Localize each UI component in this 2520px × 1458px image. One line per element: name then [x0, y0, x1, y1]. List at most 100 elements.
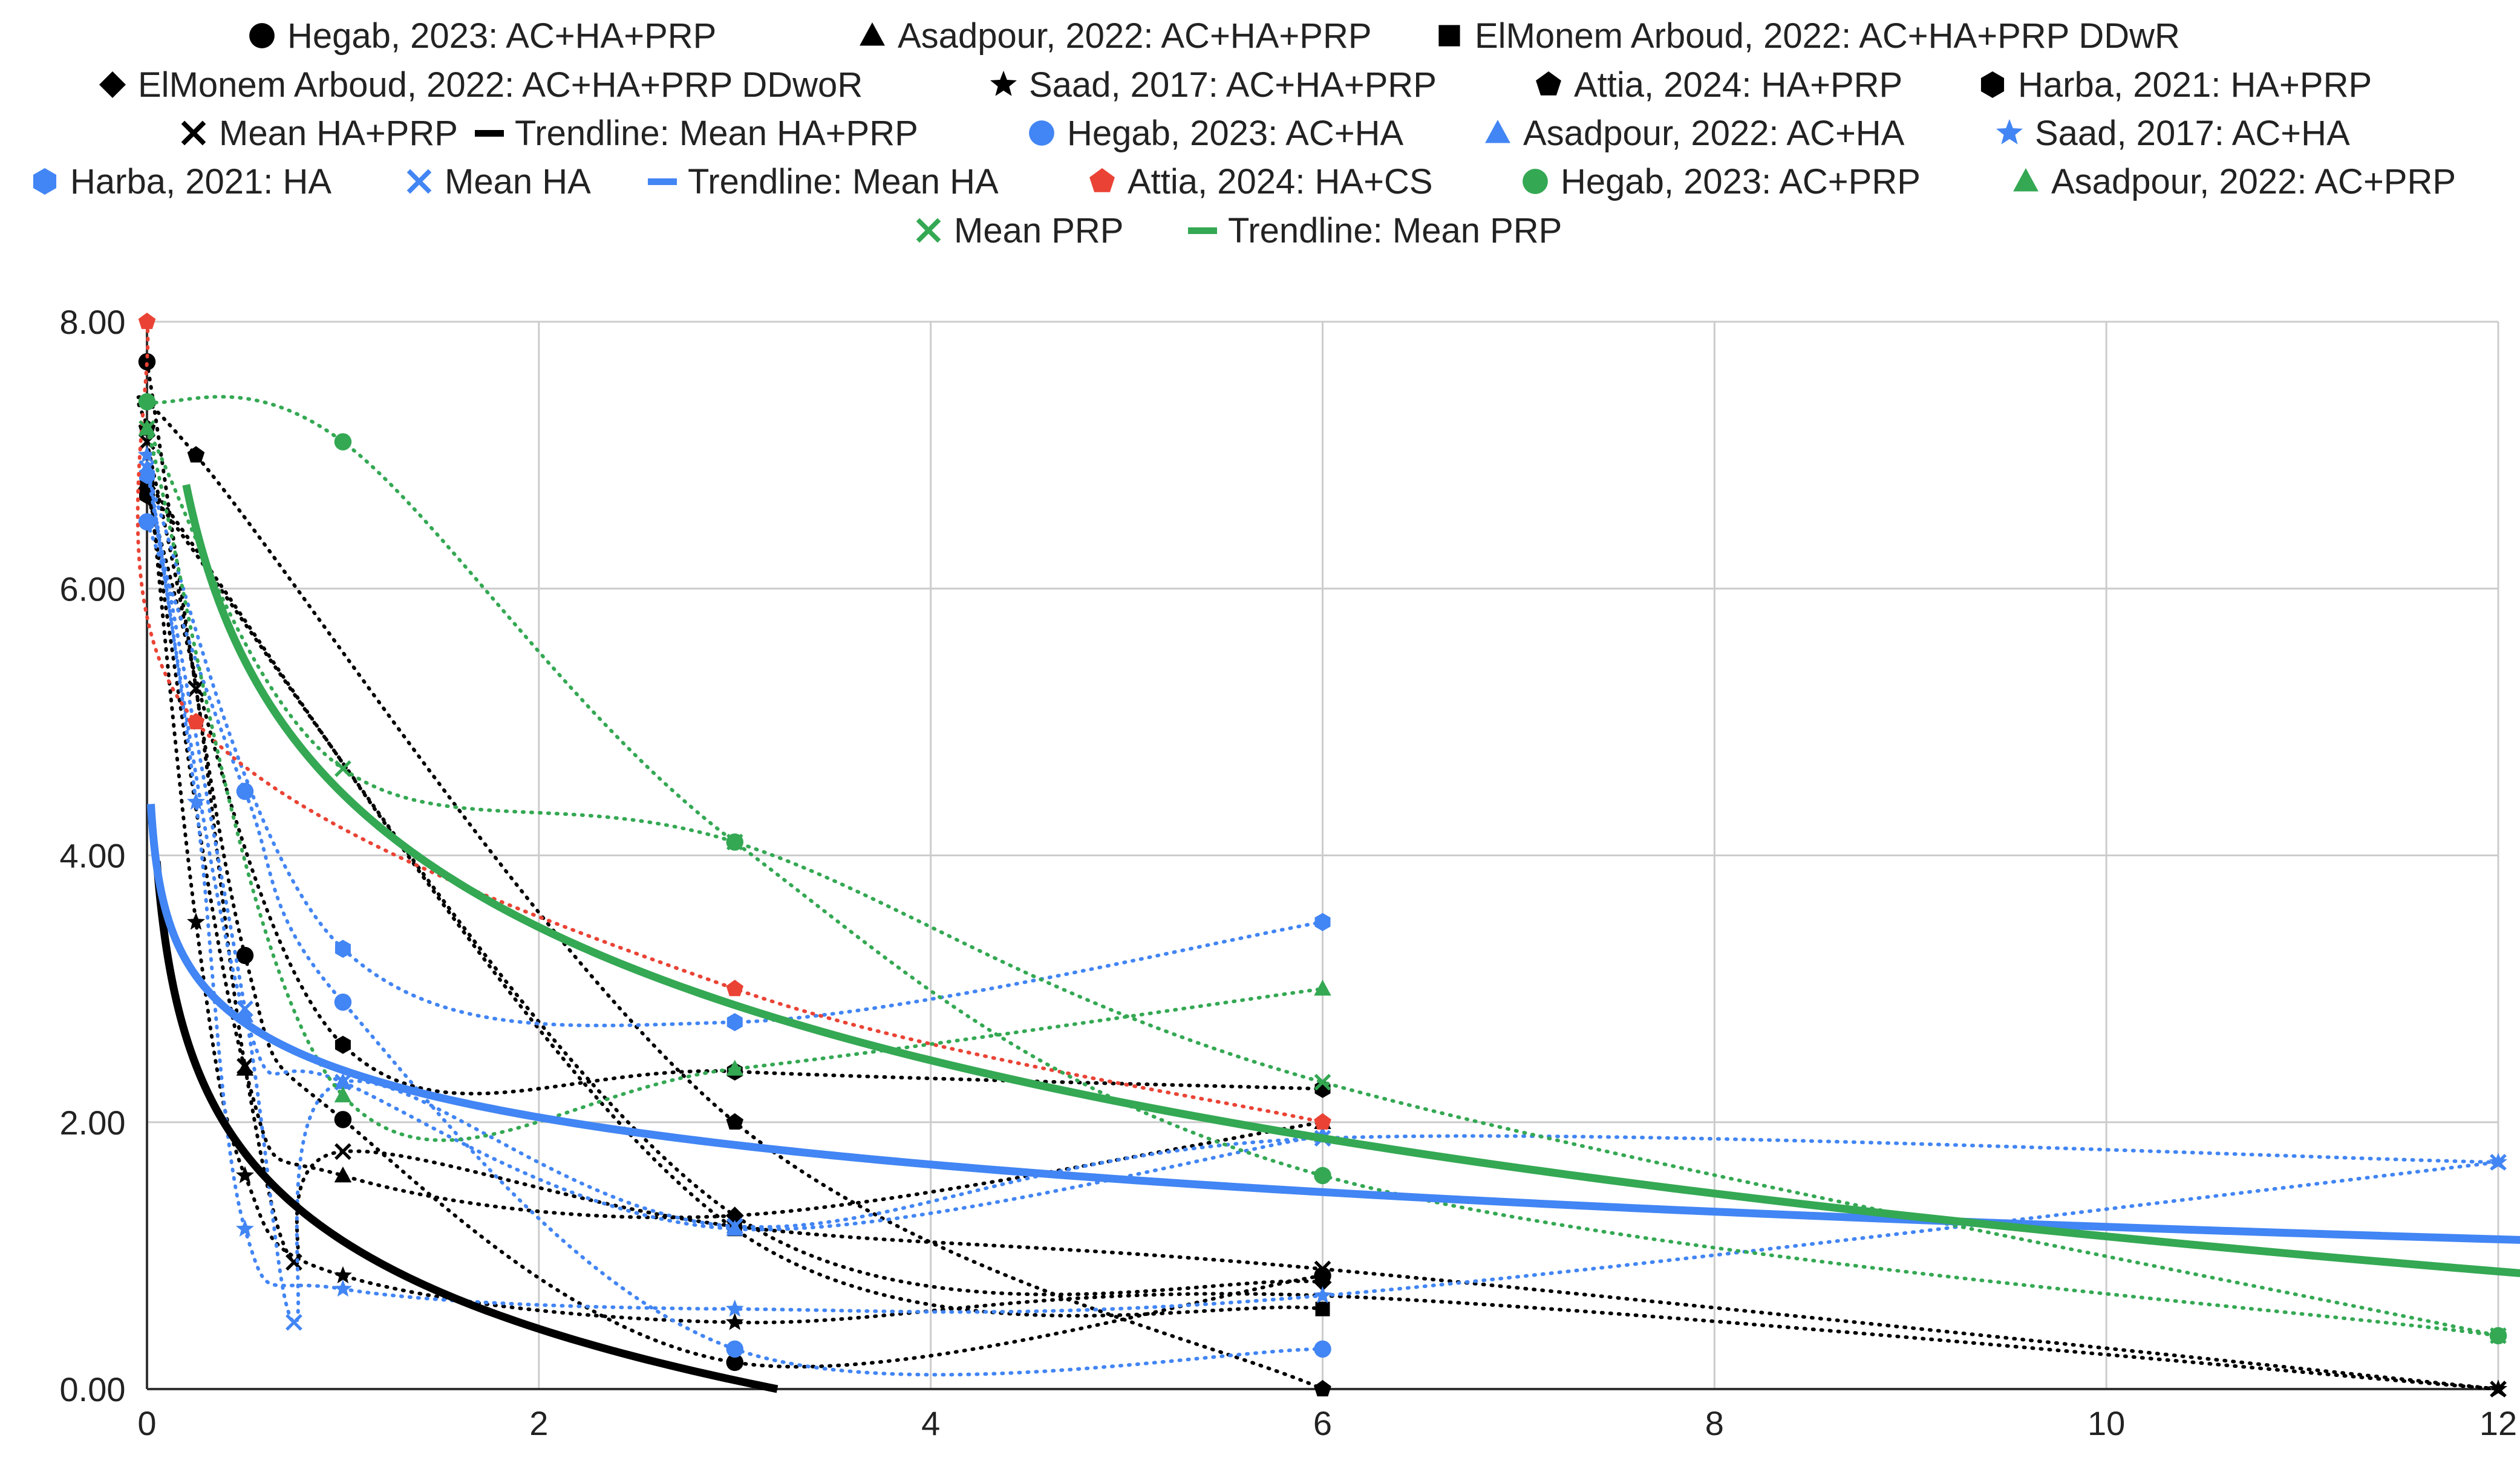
data-point: [726, 1217, 743, 1235]
series-line: [145, 395, 2500, 1338]
data-point: [1313, 1273, 1332, 1292]
data-point: [334, 433, 352, 451]
legend-marker: [860, 22, 885, 46]
legend-item-attia-2024-ha-cs[interactable]: Attia, 2024: HA+CS: [1089, 162, 1433, 201]
legend-label: Mean HA: [445, 162, 591, 201]
legend-label: Harba, 2021: HA: [70, 162, 331, 201]
series-mean-prp: [139, 420, 2507, 1344]
legend-item-asadpour-2022-ac-ha[interactable]: Asadpour, 2022: AC+HA: [1485, 114, 1905, 153]
data-point: [188, 680, 204, 697]
data-point: [187, 792, 205, 810]
data-point: [139, 460, 155, 477]
legend-marker: [2013, 168, 2039, 192]
data-point: [2490, 1154, 2507, 1171]
data-point: [333, 1279, 352, 1297]
series-elmonem-arboud-2022-ac-ha-prp-ddwr: [140, 474, 1330, 1318]
legend-item-saad-2017-ac-ha-prp[interactable]: Saad, 2017: AC+HA+PRP: [990, 65, 1437, 105]
legend-label: Hegab, 2023: AC+HA: [1067, 114, 1404, 153]
series-trendline-mean-prp: [182, 483, 2520, 1277]
x-tick-label: 2: [529, 1404, 548, 1442]
trendline: [146, 801, 2520, 1244]
legend-marker: [1536, 71, 1561, 96]
legend-item-attia-2024-ha-prp[interactable]: Attia, 2024: HA+PRP: [1536, 65, 1902, 105]
y-tick-label: 2.00: [60, 1104, 126, 1142]
data-point: [726, 1059, 743, 1076]
legend-label: Asadpour, 2022: AC+PRP: [2051, 162, 2456, 201]
legend-item-trendline-mean-prp[interactable]: Trendline: Mean PRP: [1188, 211, 1562, 250]
data-point: [187, 913, 205, 930]
legend-marker: [1029, 120, 1054, 146]
legend-item-trendline-mean-ha-prp[interactable]: Trendline: Mean HA+PRP: [475, 114, 918, 153]
data-point: [726, 1013, 743, 1032]
legend-label: Harba, 2021: HA+PRP: [2018, 65, 2372, 105]
legend-label: Hegab, 2023: AC+PRP: [1561, 162, 1921, 201]
data-point: [726, 1353, 743, 1372]
legend-item-harba-2021-ha[interactable]: Harba, 2021: HA: [33, 162, 331, 201]
legend-item-asadpour-2022-ac-ha-prp[interactable]: Asadpour, 2022: AC+HA+PRP: [860, 16, 1372, 56]
data-point: [187, 446, 205, 463]
series-elmonem-arboud-2022-ac-ha-prp-ddwor: [138, 479, 1332, 1297]
x-tick-label: 12: [2479, 1404, 2517, 1442]
legend-item-trendline-mean-ha[interactable]: Trendline: Mean HA: [648, 162, 999, 201]
data-point: [1314, 1340, 1331, 1358]
series-line: [145, 426, 1325, 1142]
data-point: [138, 445, 156, 463]
y-tick-label: 6.00: [60, 570, 126, 608]
x-tick-label: 4: [921, 1404, 940, 1442]
legend-item-elmonem-arboud-2022-ac-ha-prp-ddwor[interactable]: ElMonem Arboud, 2022: AC+HA+PRP DDwoR: [99, 65, 863, 105]
data-point: [725, 1299, 744, 1317]
data-point: [235, 1219, 254, 1237]
legend-item-mean-ha-prp[interactable]: Mean HA+PRP: [181, 114, 458, 153]
legend-item-harba-2021-ha-prp[interactable]: Harba, 2021: HA+PRP: [1980, 65, 2372, 105]
data-point: [335, 1035, 351, 1054]
legend-marker: [99, 71, 126, 98]
legend-item-elmonem-arboud-2022-ac-ha-prp-ddwr[interactable]: ElMonem Arboud, 2022: AC+HA+PRP DDwR: [1438, 16, 2180, 56]
data-point: [1314, 1380, 1331, 1397]
series-line: [145, 486, 1325, 1297]
data-point: [237, 1000, 253, 1018]
y-tick-label: 0.00: [60, 1370, 126, 1408]
chart-plot-area: [135, 313, 2520, 1398]
data-point: [1314, 980, 1331, 996]
legend-label: Asadpour, 2022: AC+HA+PRP: [898, 16, 1372, 56]
series-attia-2024-ha-prp: [135, 395, 1331, 1397]
data-point: [335, 939, 351, 958]
series-line: [145, 480, 1325, 1318]
legend-item-mean-prp[interactable]: Mean PRP: [916, 211, 1123, 250]
series-line: [145, 360, 1325, 1369]
legend-item-asadpour-2022-ac-prp[interactable]: Asadpour, 2022: AC+PRP: [2013, 162, 2456, 201]
series-line: [145, 519, 1325, 1377]
legend-marker: [1485, 120, 1510, 143]
data-point: [187, 712, 205, 730]
data-point: [1314, 1113, 1331, 1130]
legend-line-swatch: [648, 178, 677, 185]
legend-marker: [181, 120, 206, 146]
trendline: [152, 859, 779, 1393]
legend-item-mean-ha[interactable]: Mean HA: [406, 162, 591, 201]
data-point: [334, 993, 352, 1011]
data-point: [138, 353, 156, 371]
legend-item-hegab-2023-ac-ha[interactable]: Hegab, 2023: AC+HA: [1029, 114, 1404, 153]
trendline: [182, 483, 2520, 1277]
data-point: [235, 1166, 254, 1183]
legend-marker: [406, 169, 432, 194]
legend-item-hegab-2023-ac-ha-prp[interactable]: Hegab, 2023: AC+HA+PRP: [249, 16, 716, 56]
data-point: [138, 513, 156, 531]
legend-item-hegab-2023-ac-prp[interactable]: Hegab, 2023: AC+PRP: [1523, 162, 1921, 201]
legend-label: Mean HA+PRP: [219, 114, 458, 153]
data-point: [139, 420, 155, 437]
data-point: [335, 1073, 351, 1091]
data-point: [334, 1086, 352, 1102]
legend-label: Hegab, 2023: AC+HA+PRP: [287, 16, 716, 56]
data-point: [236, 946, 254, 965]
data-point: [2490, 1381, 2507, 1398]
legend-label: Attia, 2024: HA+CS: [1128, 162, 1433, 201]
data-point: [1314, 913, 1331, 931]
series-asadpour-2022-ac-prp: [138, 419, 1331, 1142]
chart-tick-labels: 0 2 4 6 8 10 12 0.00 2.00 4.00 6.00 8.00: [60, 303, 2518, 1442]
legend-item-saad-2017-ac-ha[interactable]: Saad, 2017: AC+HA: [1996, 114, 2350, 153]
legend-label: Saad, 2017: AC+HA: [2035, 114, 2350, 153]
legend-marker: [33, 168, 57, 195]
series-line: [145, 473, 1325, 1027]
